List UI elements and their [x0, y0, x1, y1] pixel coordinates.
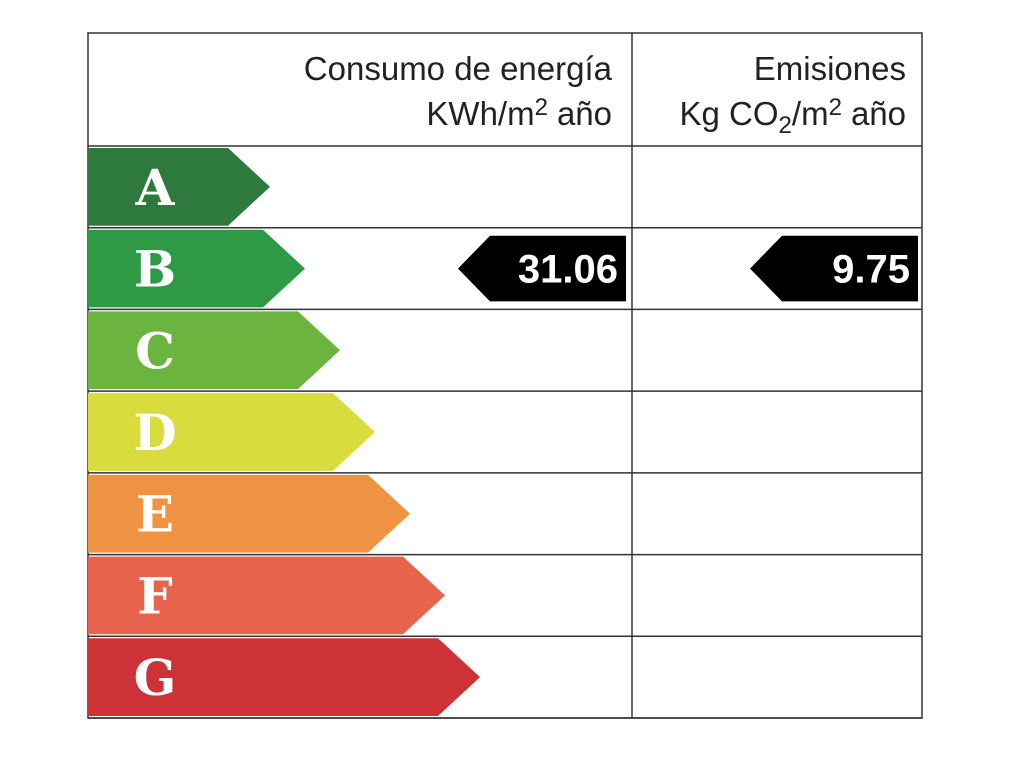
value-tag — [750, 235, 918, 302]
rating-letter: B — [134, 240, 176, 299]
unit-part: año — [851, 95, 906, 132]
rating-arrow — [88, 311, 340, 390]
unit-part: año — [557, 95, 612, 132]
value-label: 9.75 — [832, 248, 910, 292]
rating-letter: E — [136, 485, 174, 544]
unit-sup: 2 — [535, 94, 548, 121]
value-label: 31.06 — [518, 248, 618, 292]
rating-letter: D — [133, 403, 176, 462]
rating-arrow — [88, 638, 480, 716]
value-tag — [458, 235, 626, 302]
rating-letter: G — [134, 648, 177, 707]
rating-letter: F — [137, 566, 173, 625]
emissions-unit: Kg CO2/m2 año — [680, 94, 907, 139]
unit-sub: 2 — [779, 112, 792, 139]
unit-part: Kg CO — [680, 95, 779, 132]
energy-title: Consumo de energía — [304, 50, 613, 87]
rating-arrow — [88, 148, 270, 226]
rating-arrow — [88, 229, 305, 308]
emissions-title: Emisiones — [754, 50, 906, 87]
rating-arrow — [88, 556, 445, 635]
unit-part: /m — [792, 95, 829, 132]
unit-part: KWh/m — [426, 95, 534, 132]
rating-arrow — [88, 474, 410, 553]
energy-unit: KWh/m2 año — [426, 94, 612, 132]
unit-sup: 2 — [829, 94, 842, 121]
rating-letter: C — [135, 321, 175, 380]
rating-letter: A — [135, 158, 176, 217]
rating-arrow — [88, 393, 375, 471]
